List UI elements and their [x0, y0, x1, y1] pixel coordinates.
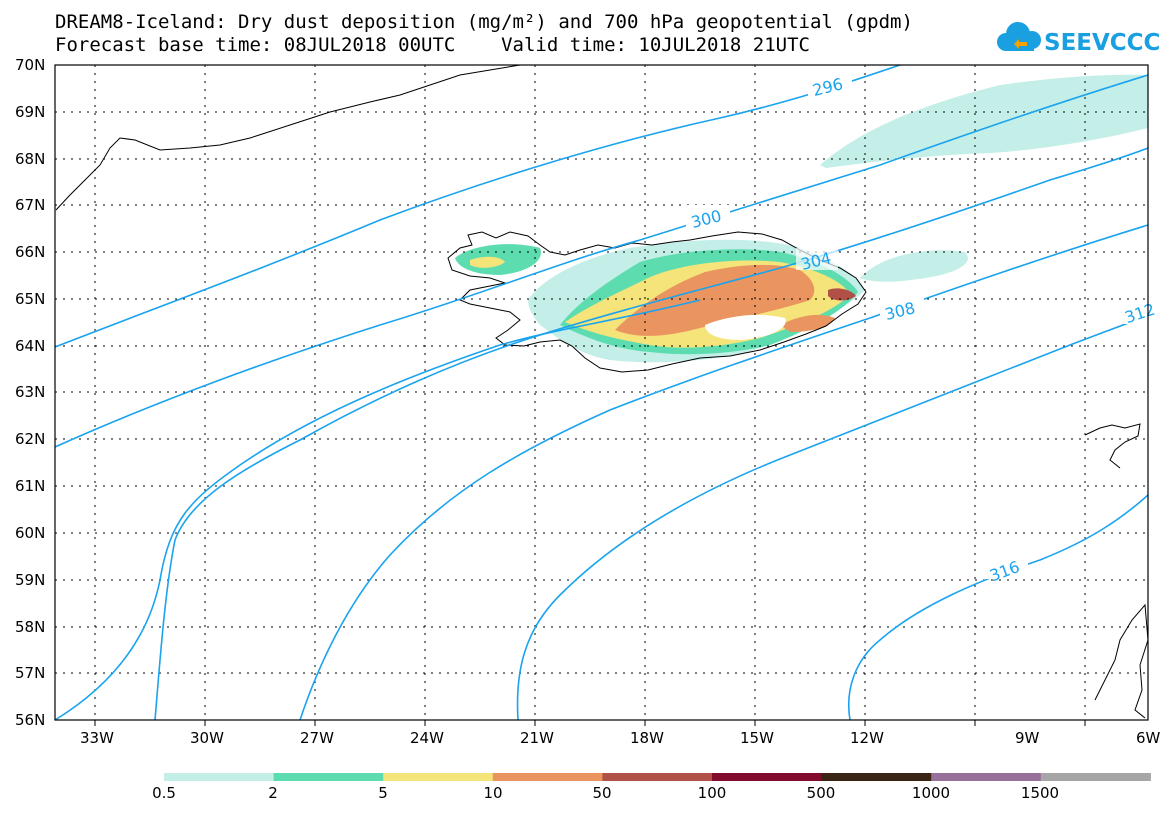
- lat-label: 61N: [15, 477, 46, 495]
- legend-label: 50: [592, 784, 612, 802]
- dust-plume-east: [860, 250, 968, 282]
- colorbar-swatch: [931, 773, 1042, 781]
- lon-label: 33W: [80, 729, 114, 747]
- colorbar-swatch: [273, 773, 384, 781]
- lat-label: 68N: [15, 150, 46, 168]
- lat-label: 62N: [15, 430, 46, 448]
- colorbar-swatch: [492, 773, 603, 781]
- lon-label: 21W: [520, 729, 554, 747]
- lat-label: 67N: [15, 196, 46, 214]
- lat-label: 66N: [15, 243, 46, 261]
- legend-label: 100: [697, 784, 727, 802]
- dust-free-south-interior: [705, 314, 786, 340]
- scotland-coastline: [1094, 603, 1149, 719]
- contour-316: [848, 494, 1149, 721]
- colorbar-swatch: [712, 773, 823, 781]
- title-line-2: Forecast base time: 08JUL2018 00UTC Vali…: [55, 34, 810, 56]
- lat-label: 56N: [15, 711, 46, 729]
- seevccc-logo: SEEVCCC: [997, 22, 1160, 56]
- colorbar-swatch: [1040, 773, 1151, 781]
- svg-text:SEEVCCC: SEEVCCC: [1044, 30, 1160, 56]
- legend-label: 2: [268, 784, 278, 802]
- contour-296: [54, 64, 901, 348]
- lon-label: 30W: [190, 729, 224, 747]
- lon-label: 6W: [1136, 729, 1161, 747]
- greenland-coastline: [55, 64, 521, 211]
- lat-label: 65N: [15, 290, 46, 308]
- lon-label: 18W: [630, 729, 664, 747]
- legend-label: 0.5: [152, 784, 176, 802]
- geopotential-contours: [54, 64, 1149, 721]
- coastlines: [55, 64, 1149, 719]
- faroe-coastline: [1084, 423, 1141, 469]
- axis-ticks: [94, 720, 1086, 726]
- colorbar-swatch: [383, 773, 494, 781]
- lat-label: 57N: [15, 664, 46, 682]
- lat-label: 58N: [15, 618, 46, 636]
- contour-labels: 296 300 304 308 312 316: [686, 74, 1157, 585]
- map-frame: [54, 64, 1149, 721]
- dust-50-east: [828, 288, 856, 301]
- legend-label: 500: [806, 784, 836, 802]
- colorbar-swatch: [821, 773, 932, 781]
- lon-label: 27W: [300, 729, 334, 747]
- colorbar-swatch: [602, 773, 713, 781]
- lon-label: 15W: [740, 729, 774, 747]
- lat-label: 70N: [15, 56, 46, 74]
- cloud-icon: [997, 22, 1041, 51]
- lon-label: 12W: [850, 729, 884, 747]
- contour-308b: [299, 224, 1149, 721]
- lon-label: 9W: [1015, 729, 1040, 747]
- dust-westfjords-5: [470, 256, 505, 268]
- graticule: [55, 65, 1148, 720]
- contour-300: [54, 74, 1149, 448]
- lat-label: 69N: [15, 103, 46, 121]
- dust-10-iceland: [615, 264, 815, 336]
- contour-312: [516, 315, 1149, 721]
- contour-308: [54, 299, 701, 721]
- forecast-map: 296 300 304 308 312 316: [54, 64, 1157, 726]
- legend-label: 5: [378, 784, 388, 802]
- lat-label: 60N: [15, 524, 46, 542]
- dust-plume-northeast: [820, 74, 1148, 168]
- lon-label: 24W: [410, 729, 444, 747]
- legend-label: 1000: [911, 784, 951, 802]
- legend-label: 10: [483, 784, 503, 802]
- lat-label: 63N: [15, 383, 46, 401]
- colorbar-swatch: [164, 773, 275, 781]
- lat-label: 59N: [15, 571, 46, 589]
- legend-label: 1500: [1020, 784, 1060, 802]
- lat-label: 64N: [15, 337, 46, 355]
- title-line-1: DREAM8-Iceland: Dry dust deposition (mg/…: [55, 11, 913, 33]
- iceland-coastline: [447, 231, 867, 373]
